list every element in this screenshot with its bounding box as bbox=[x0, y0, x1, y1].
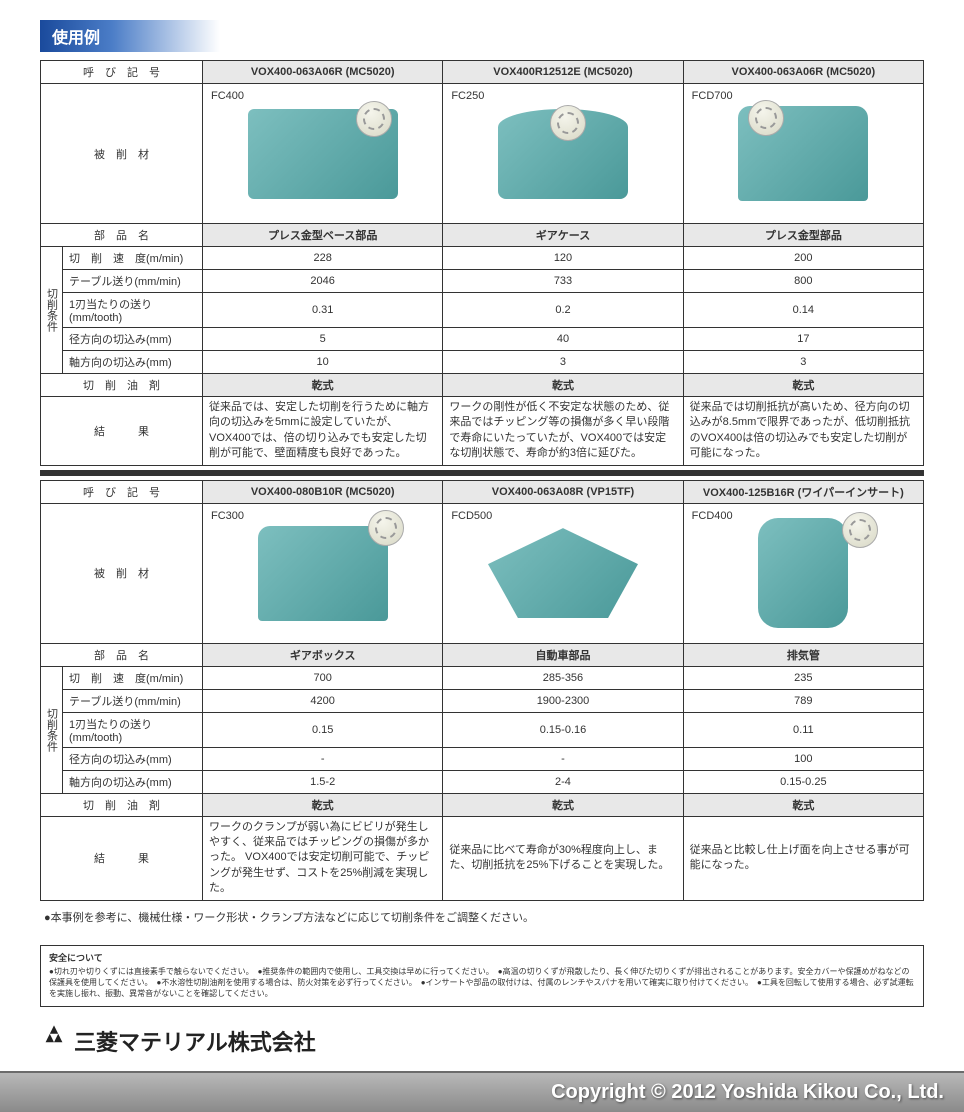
row-radial: 径方向の切込み(mm) bbox=[63, 328, 203, 351]
row-axial: 軸方向の切込み(mm) bbox=[63, 351, 203, 374]
safety-title: 安全について bbox=[49, 952, 915, 965]
designation-b1: VOX400-080B10R (MC5020) bbox=[203, 480, 443, 503]
examples-table-1: 呼 び 記 号 VOX400-063A06R (MC5020) VOX400R1… bbox=[40, 60, 924, 466]
feed-b3: 789 bbox=[683, 689, 923, 712]
speed-b2: 285-356 bbox=[443, 666, 683, 689]
speed-3: 200 bbox=[683, 247, 923, 270]
result-1: 従来品では、安定した切削を行うために軸方向の切込みを5mmに設定していたが、VO… bbox=[203, 397, 443, 466]
row-designation: 呼 び 記 号 bbox=[41, 61, 203, 84]
partname-1: プレス金型ベース部品 bbox=[203, 224, 443, 247]
row-result: 結 果 bbox=[41, 816, 203, 900]
row-result: 結 果 bbox=[41, 397, 203, 466]
row-coolant: 切 削 油 剤 bbox=[41, 374, 203, 397]
copyright-bar: Copyright © 2012 Yoshida Kikou Co., Ltd. bbox=[0, 1071, 964, 1112]
designation-b3: VOX400-125B16R (ワイパーインサート) bbox=[683, 480, 923, 503]
designation-b2: VOX400-063A08R (VP15TF) bbox=[443, 480, 683, 503]
company-name: 三菱マテリアル株式会社 bbox=[40, 1025, 924, 1057]
material-label-b3: FCD400 bbox=[692, 510, 733, 522]
coolant-b3: 乾式 bbox=[683, 793, 923, 816]
speed-b1: 700 bbox=[203, 666, 443, 689]
radial-1: 5 bbox=[203, 328, 443, 351]
row-feed: テーブル送り(mm/min) bbox=[63, 270, 203, 293]
safety-box: 安全について ●切れ刃や切りくずには直接素手で触らないでください。 ●推奨条件の… bbox=[40, 945, 924, 1007]
axial-b2: 2-4 bbox=[443, 770, 683, 793]
section-title: 使用例 bbox=[40, 20, 220, 52]
row-workpiece: 被 削 材 bbox=[41, 503, 203, 643]
designation-3: VOX400-063A06R (MC5020) bbox=[683, 61, 923, 84]
designation-1: VOX400-063A06R (MC5020) bbox=[203, 61, 443, 84]
fpt-b1: 0.15 bbox=[203, 712, 443, 747]
workpiece-image-3: FCD700 bbox=[683, 84, 923, 224]
coolant-b1: 乾式 bbox=[203, 793, 443, 816]
result-b2: 従来品に比べて寿命が30%程度向上し、また、切削抵抗を25%下げることを実現した… bbox=[443, 816, 683, 900]
partname-b3: 排気管 bbox=[683, 643, 923, 666]
radial-b3: 100 bbox=[683, 747, 923, 770]
speed-2: 120 bbox=[443, 247, 683, 270]
row-partname: 部 品 名 bbox=[41, 224, 203, 247]
row-partname: 部 品 名 bbox=[41, 643, 203, 666]
partname-3: プレス金型部品 bbox=[683, 224, 923, 247]
material-label-b1: FC300 bbox=[211, 510, 244, 522]
axial-1: 10 bbox=[203, 351, 443, 374]
fpt-1: 0.31 bbox=[203, 293, 443, 328]
result-b3: 従来品と比較し仕上げ面を向上させる事が可能になった。 bbox=[683, 816, 923, 900]
designation-2: VOX400R12512E (MC5020) bbox=[443, 61, 683, 84]
fpt-b2: 0.15-0.16 bbox=[443, 712, 683, 747]
row-conditions: 切削条件 bbox=[41, 247, 63, 374]
mitsubishi-logo-icon bbox=[40, 1025, 68, 1057]
row-fpt: 1刃当たりの送り(mm/tooth) bbox=[63, 712, 203, 747]
row-speed: 切 削 速 度(m/min) bbox=[63, 666, 203, 689]
feed-b2: 1900-2300 bbox=[443, 689, 683, 712]
material-label-b2: FCD500 bbox=[451, 510, 492, 522]
fpt-b3: 0.11 bbox=[683, 712, 923, 747]
partname-b1: ギアボックス bbox=[203, 643, 443, 666]
feed-3: 800 bbox=[683, 270, 923, 293]
axial-3: 3 bbox=[683, 351, 923, 374]
row-axial: 軸方向の切込み(mm) bbox=[63, 770, 203, 793]
radial-b2: - bbox=[443, 747, 683, 770]
fpt-2: 0.2 bbox=[443, 293, 683, 328]
axial-b3: 0.15-0.25 bbox=[683, 770, 923, 793]
speed-1: 228 bbox=[203, 247, 443, 270]
workpiece-image-1: FC400 bbox=[203, 84, 443, 224]
safety-body: ●切れ刃や切りくずには直接素手で触らないでください。 ●推奨条件の範囲内で使用し… bbox=[49, 966, 915, 1000]
row-speed: 切 削 速 度(m/min) bbox=[63, 247, 203, 270]
material-label-3: FCD700 bbox=[692, 90, 733, 102]
company-text: 三菱マテリアル株式会社 bbox=[74, 1025, 316, 1057]
speed-b3: 235 bbox=[683, 666, 923, 689]
fpt-3: 0.14 bbox=[683, 293, 923, 328]
row-designation: 呼 び 記 号 bbox=[41, 480, 203, 503]
axial-b1: 1.5-2 bbox=[203, 770, 443, 793]
row-fpt: 1刃当たりの送り(mm/tooth) bbox=[63, 293, 203, 328]
result-2: ワークの剛性が低く不安定な状態のため、従来品ではチッピング等の損傷が多く早い段階… bbox=[443, 397, 683, 466]
radial-2: 40 bbox=[443, 328, 683, 351]
feed-b1: 4200 bbox=[203, 689, 443, 712]
coolant-2: 乾式 bbox=[443, 374, 683, 397]
workpiece-image-2: FC250 bbox=[443, 84, 683, 224]
material-label-2: FC250 bbox=[451, 90, 484, 102]
coolant-b2: 乾式 bbox=[443, 793, 683, 816]
workpiece-image-b3: FCD400 bbox=[683, 503, 923, 643]
coolant-1: 乾式 bbox=[203, 374, 443, 397]
row-feed: テーブル送り(mm/min) bbox=[63, 689, 203, 712]
partname-b2: 自動車部品 bbox=[443, 643, 683, 666]
material-label-1: FC400 bbox=[211, 90, 244, 102]
axial-2: 3 bbox=[443, 351, 683, 374]
partname-2: ギアケース bbox=[443, 224, 683, 247]
examples-table-2: 呼 び 記 号 VOX400-080B10R (MC5020) VOX400-0… bbox=[40, 480, 924, 901]
radial-3: 17 bbox=[683, 328, 923, 351]
workpiece-image-b2: FCD500 bbox=[443, 503, 683, 643]
feed-1: 2046 bbox=[203, 270, 443, 293]
workpiece-image-b1: FC300 bbox=[203, 503, 443, 643]
coolant-3: 乾式 bbox=[683, 374, 923, 397]
row-conditions: 切削条件 bbox=[41, 666, 63, 793]
result-3: 従来品では切削抵抗が高いため、径方向の切込みが8.5mmで限界であったが、低切削… bbox=[683, 397, 923, 466]
result-b1: ワークのクランプが弱い為にビビリが発生しやすく、従来品ではチッピングの損傷が多か… bbox=[203, 816, 443, 900]
adjustment-note: ●本事例を参考に、機械仕様・ワーク形状・クランプ方法などに応じて切削条件をご調整… bbox=[44, 909, 924, 925]
feed-2: 733 bbox=[443, 270, 683, 293]
row-radial: 径方向の切込み(mm) bbox=[63, 747, 203, 770]
radial-b1: - bbox=[203, 747, 443, 770]
row-coolant: 切 削 油 剤 bbox=[41, 793, 203, 816]
row-workpiece: 被 削 材 bbox=[41, 84, 203, 224]
